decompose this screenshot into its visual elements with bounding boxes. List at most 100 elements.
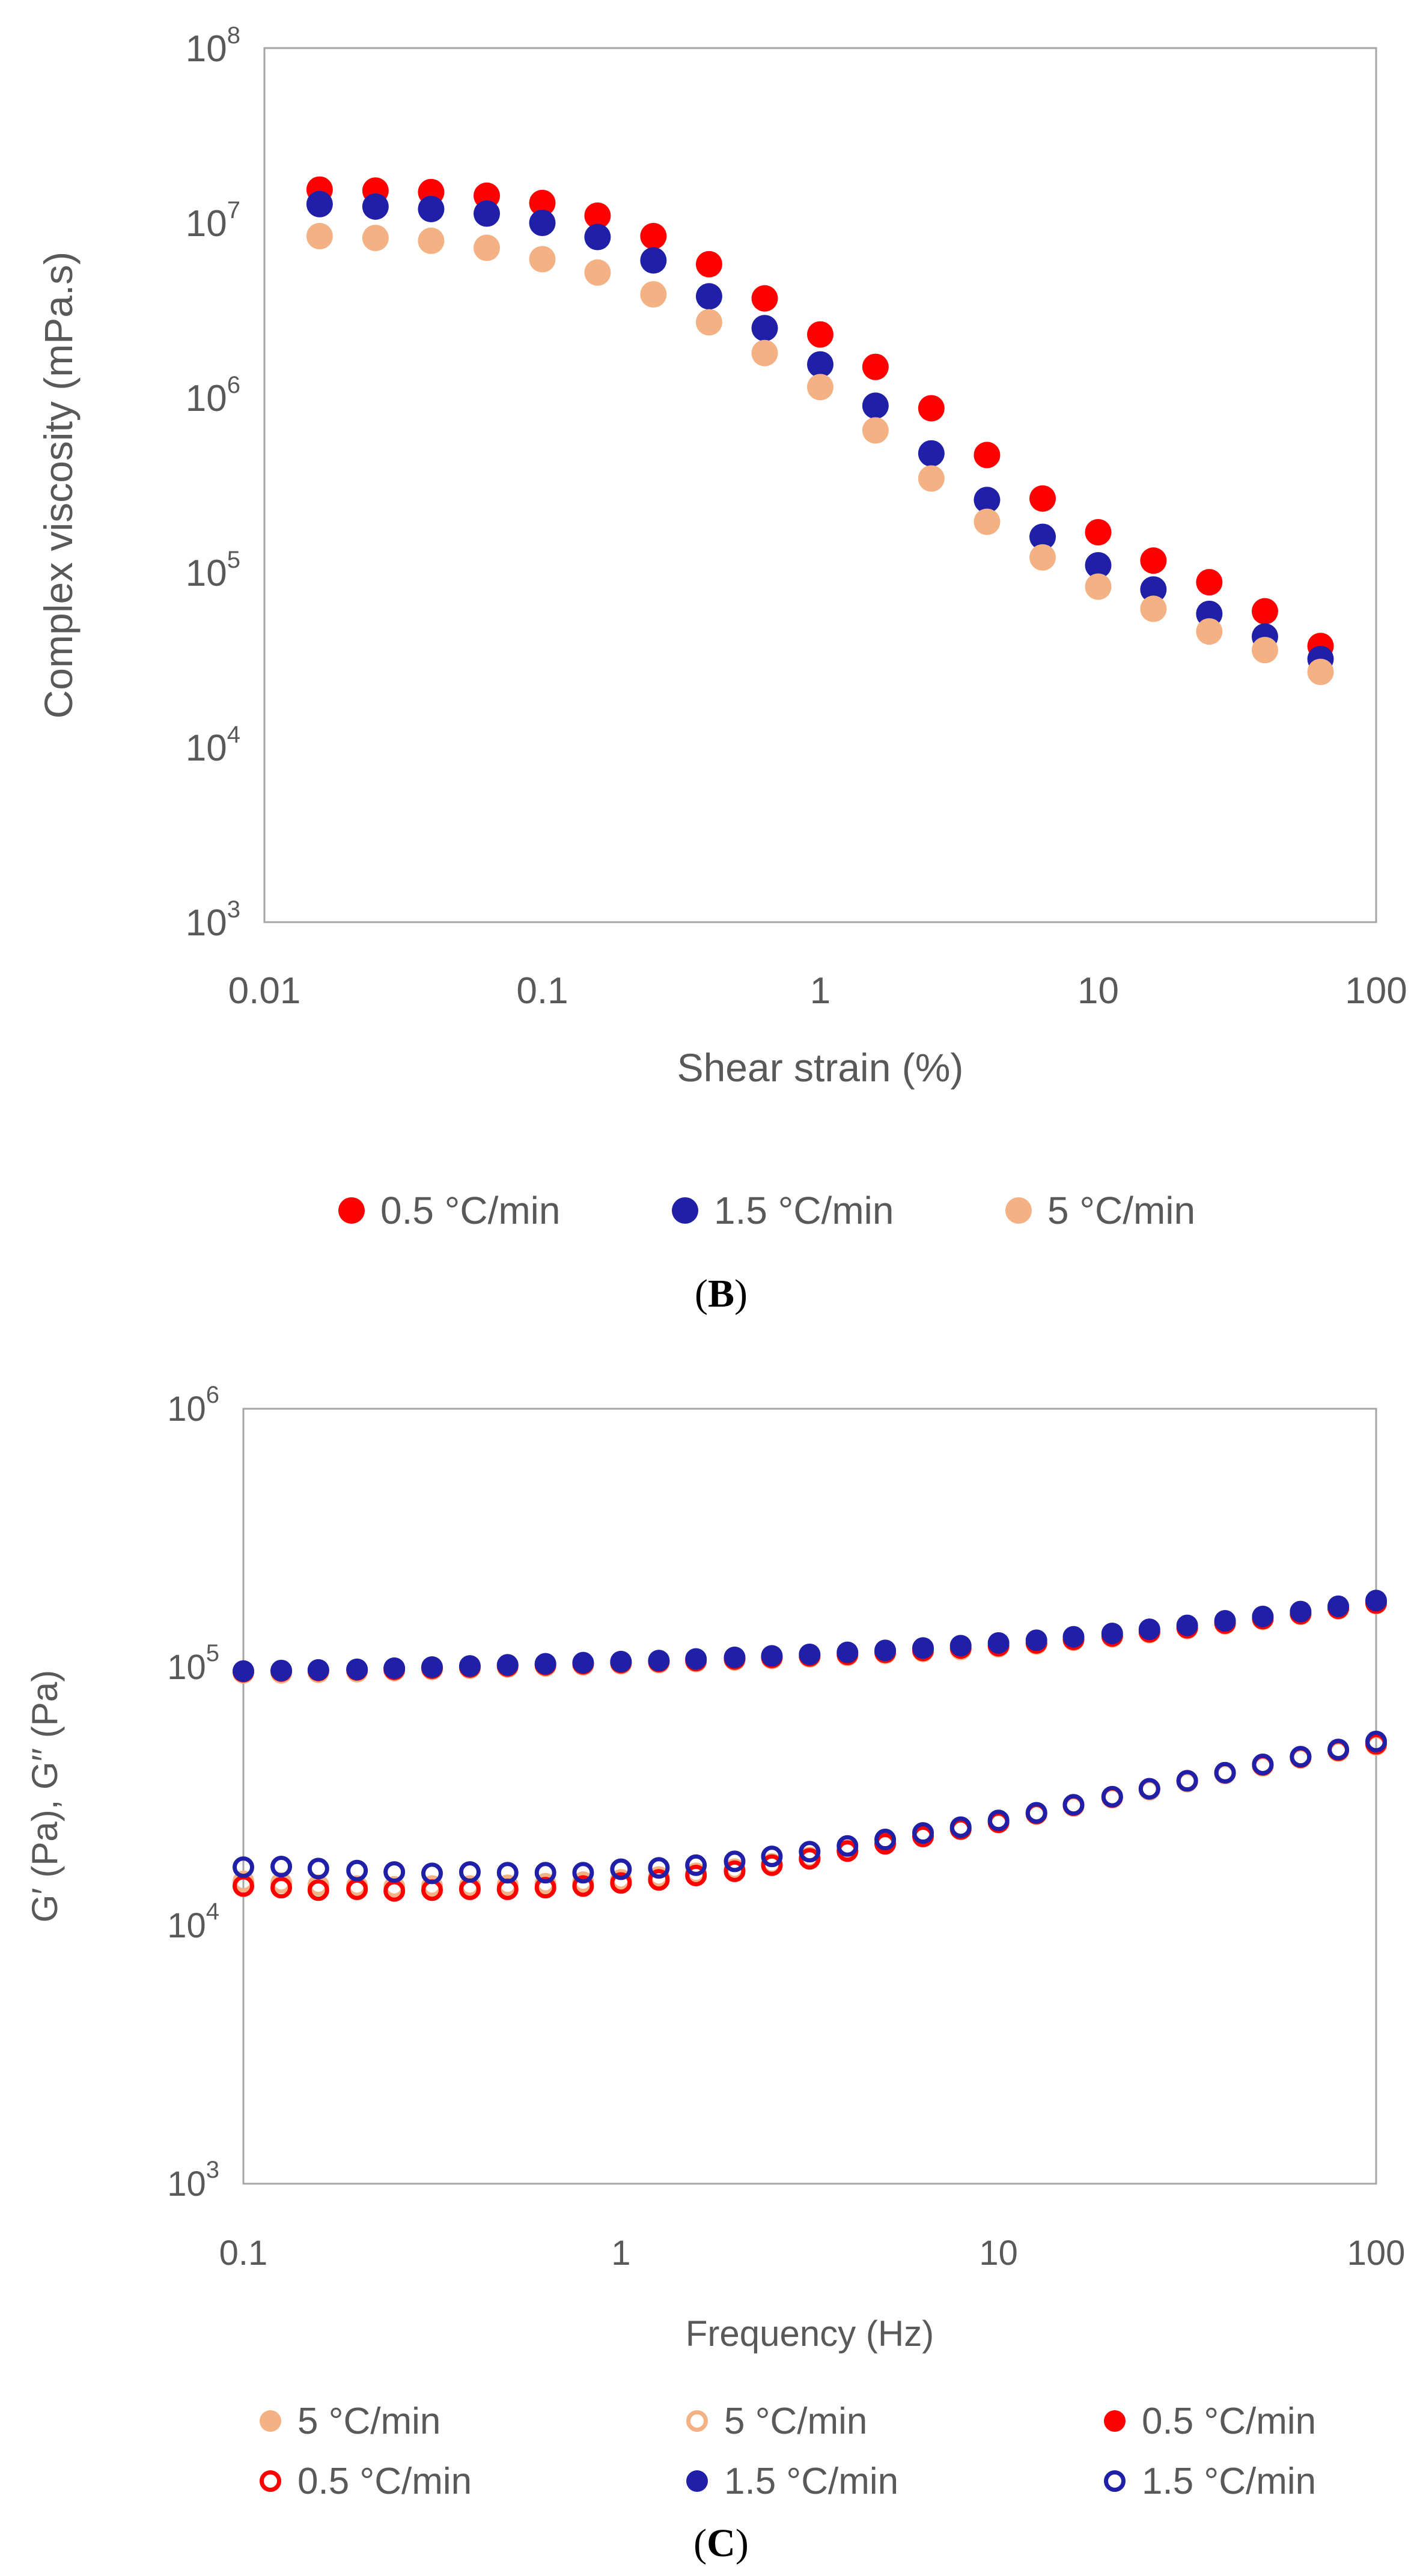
y-tick-label: 105: [167, 1640, 219, 1687]
data-point: [1196, 618, 1223, 645]
data-point: [459, 1655, 481, 1677]
data-point: [584, 223, 611, 251]
y-tick-exponent: 5: [227, 547, 240, 573]
data-point: [751, 285, 778, 312]
data-point: [1196, 569, 1223, 596]
x-axis-title: Frequency (Hz): [686, 2313, 934, 2354]
data-point: [751, 315, 778, 342]
data-point: [1085, 518, 1112, 545]
data-point: [912, 1822, 934, 1844]
legend-label: 5 °C/min: [724, 2401, 867, 2442]
y-tick-exponent: 3: [206, 2157, 219, 2183]
data-point: [874, 1639, 897, 1662]
data-point: [974, 487, 1001, 514]
y-tick-base: 10: [167, 1906, 206, 1945]
data-point: [534, 1653, 556, 1675]
data-point: [307, 1879, 329, 1901]
y-axis-title: G′ (Pa), G′′ (Pa): [25, 1670, 65, 1922]
data-point: [1251, 637, 1278, 664]
data-point: [640, 223, 667, 250]
data-point: [1140, 595, 1167, 622]
data-point: [474, 200, 501, 227]
data-point: [648, 1857, 670, 1879]
legend-item: 5 °C/min: [686, 2401, 867, 2442]
legend-label: 5 °C/min: [297, 2401, 440, 2442]
y-tick-exponent: 4: [227, 721, 240, 748]
data-point: [1085, 573, 1112, 600]
data-point: [1252, 1605, 1274, 1627]
legend-marker: [1104, 2470, 1126, 2492]
data-point: [1140, 547, 1167, 574]
data-point: [949, 1635, 972, 1657]
data-point: [912, 1637, 934, 1659]
data-point: [383, 1861, 406, 1883]
series-c-2: [233, 1592, 1387, 1683]
data-point: [1138, 1618, 1160, 1641]
data-point: [529, 189, 556, 216]
y-tick-base: 10: [186, 203, 227, 245]
series-c-5: [233, 1730, 1387, 1885]
y-tick-label: 104: [167, 1898, 219, 1945]
data-point: [270, 1659, 293, 1681]
data-point: [648, 1869, 670, 1891]
data-point: [949, 1816, 972, 1838]
legend-item: 0.5 °C/min: [338, 1189, 560, 1232]
data-point: [918, 465, 945, 492]
data-point: [640, 247, 667, 274]
legend-marker: [338, 1197, 365, 1224]
panel-label: (B): [695, 1272, 748, 1316]
data-point: [1101, 1622, 1123, 1644]
data-point: [974, 442, 1001, 469]
data-point: [640, 281, 667, 308]
y-tick-exponent: 7: [227, 197, 240, 223]
legend-item: 1.5 °C/min: [686, 2461, 898, 2502]
series-c-1: [233, 1734, 1387, 1898]
legend-marker: [686, 2410, 708, 2432]
data-point: [610, 1872, 632, 1894]
data-point: [1029, 485, 1056, 512]
data-point: [799, 1841, 821, 1863]
data-point: [459, 1861, 481, 1883]
x-tick-label: 100: [1347, 2234, 1406, 2273]
y-tick-label: 104: [186, 721, 240, 769]
series-b-1: [306, 190, 1334, 673]
data-point: [418, 195, 445, 222]
data-point: [761, 1845, 783, 1868]
data-point: [648, 1650, 670, 1672]
data-point: [610, 1650, 632, 1672]
data-point: [534, 1877, 556, 1899]
legend-marker: [672, 1197, 698, 1224]
data-point: [1290, 1600, 1312, 1623]
x-tick-label: 10: [979, 2234, 1018, 2273]
panel-label: (C): [693, 2521, 749, 2565]
data-point: [685, 1864, 707, 1886]
data-point: [695, 309, 722, 336]
data-point: [862, 417, 889, 444]
data-point: [529, 246, 556, 273]
data-point: [761, 1854, 783, 1876]
data-point: [610, 1858, 632, 1880]
panel-letter: C: [707, 2521, 736, 2565]
plot-area-c: [242, 1408, 1377, 2185]
data-point: [496, 1654, 519, 1676]
series-c-3: [233, 1733, 1387, 1902]
data-point: [685, 1648, 707, 1670]
data-point: [836, 1835, 859, 1857]
y-tick-label: 106: [167, 1382, 219, 1429]
data-point: [362, 193, 389, 220]
data-point: [1365, 1730, 1387, 1752]
data-point: [233, 1856, 254, 1879]
legend-item: 5 °C/min: [1005, 1189, 1195, 1232]
data-point: [1251, 598, 1278, 625]
data-point: [1307, 658, 1334, 685]
y-axis-title: Complex viscosity (mPa.s): [36, 252, 81, 718]
y-tick-base: 10: [186, 28, 227, 70]
data-point: [496, 1862, 519, 1884]
data-point: [346, 1658, 368, 1680]
legend-item: 5 °C/min: [260, 2401, 440, 2442]
legend-item: 0.5 °C/min: [260, 2461, 472, 2502]
data-point: [874, 1829, 897, 1851]
y-tick-label: 103: [167, 2157, 219, 2204]
x-axis-title: Shear strain (%): [677, 1045, 964, 1090]
legend-marker: [260, 2470, 281, 2492]
